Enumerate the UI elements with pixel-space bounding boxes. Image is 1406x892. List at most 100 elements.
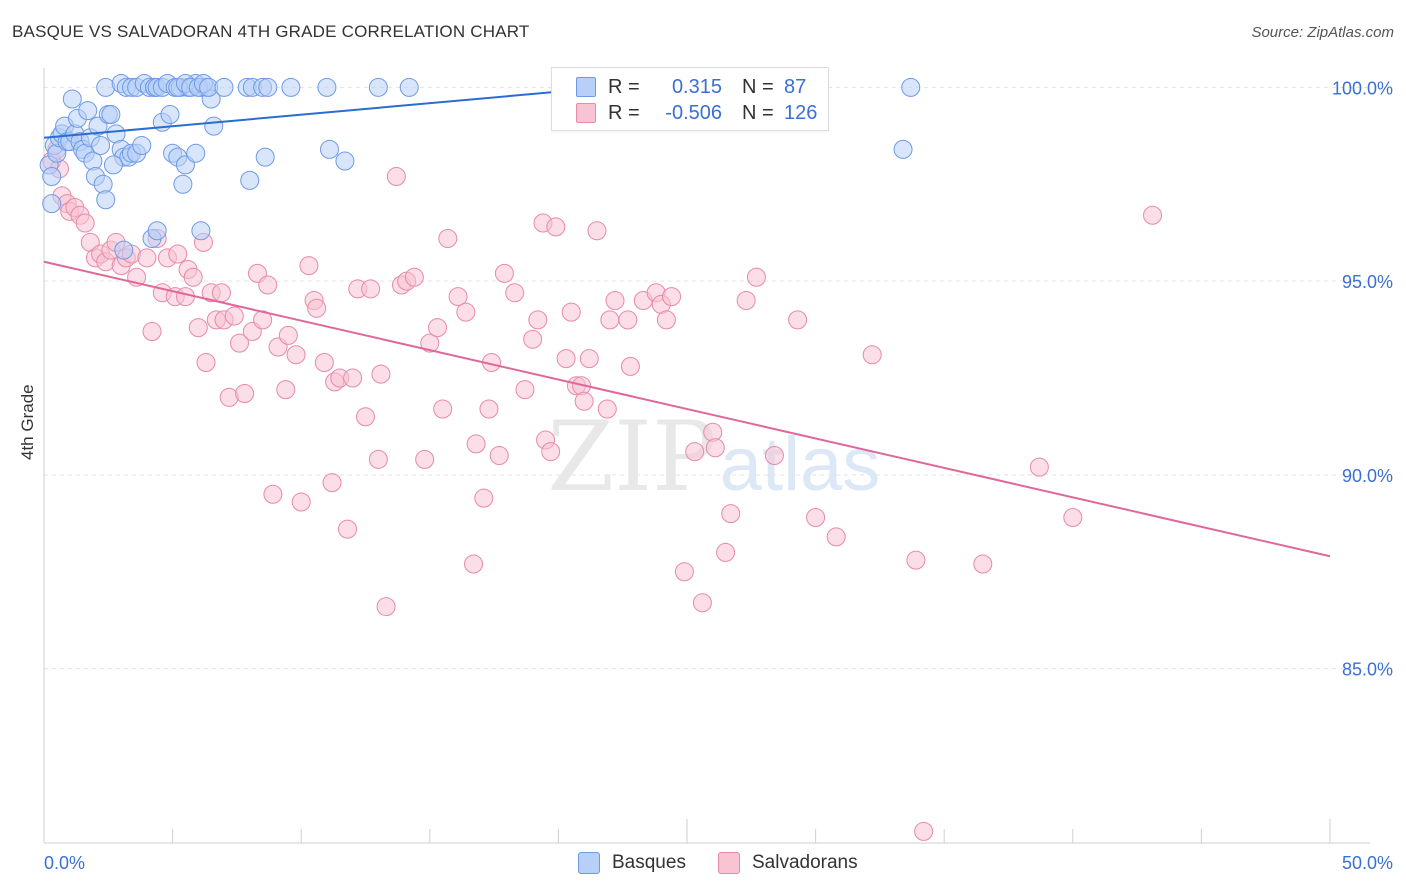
salvadorans-point: [464, 554, 484, 574]
legend-row-salvadorans: R = -0.506 N = 126: [576, 100, 817, 126]
salvadorans-point: [541, 442, 561, 462]
salvadorans-point: [914, 821, 934, 841]
y-tick-label: 100.0%: [1332, 78, 1393, 98]
salvadorans-point: [286, 345, 306, 365]
gridlines: [44, 86, 1370, 670]
r-label: R =: [608, 75, 640, 98]
salvadorans-point: [235, 384, 255, 403]
legend-item-salvadorans: Salvadorans: [718, 852, 858, 874]
basques-point: [368, 77, 388, 97]
salvadorans-point: [546, 217, 566, 237]
n-label: N =: [742, 75, 774, 98]
salvadorans-point: [291, 492, 311, 512]
salvadorans-point: [494, 263, 514, 283]
salvadorans-point: [466, 434, 486, 454]
salvadorans-point: [404, 267, 424, 287]
salvadorans-point: [1063, 508, 1083, 527]
salvadorans-point: [600, 310, 620, 330]
salvadorans-point: [587, 221, 607, 241]
chart-source: Source: ZipAtlas.com: [1251, 24, 1394, 41]
salvadorans-point: [826, 527, 846, 547]
salvadorans-point: [579, 349, 599, 369]
basques-point: [78, 101, 98, 121]
basques-point: [399, 77, 419, 97]
basques-point: [91, 136, 111, 155]
basques-point: [101, 105, 121, 124]
stats-legend: R = 0.315 N = 87 R = -0.506 N = 126: [551, 67, 829, 131]
basques-point: [62, 89, 82, 109]
salvadorans-point: [376, 597, 396, 617]
salvadorans-point: [428, 318, 448, 338]
salvadorans-point: [211, 283, 231, 303]
salvadorans-point: [386, 167, 406, 186]
salvadorans-trend-line: [43, 260, 1331, 558]
salvadorans-point: [764, 446, 784, 465]
salvadorans-point: [314, 353, 334, 372]
salvadorans-point: [523, 329, 543, 349]
salvadorans-point: [307, 298, 327, 318]
salvadorans-legend-label: Salvadorans: [752, 852, 858, 873]
salvadorans-point: [736, 291, 756, 310]
salvadorans-point: [299, 256, 319, 276]
salvadorans-point: [746, 267, 766, 287]
salvadorans-point: [1029, 457, 1049, 477]
n-label: N =: [742, 101, 774, 124]
basques-point: [255, 147, 275, 167]
basques-point: [147, 221, 167, 241]
salvadorans-point: [75, 213, 95, 233]
x-tick-label: 50.0%: [1342, 853, 1393, 873]
basques-point: [893, 139, 913, 159]
salvadorans-point: [788, 310, 808, 330]
salvadorans-point: [438, 229, 458, 248]
salvadorans-point: [258, 275, 278, 295]
salvadorans-point: [556, 349, 576, 369]
r-label: R =: [608, 101, 640, 124]
basques-point: [214, 77, 234, 97]
salvadorans-point: [371, 364, 391, 384]
salvadorans-point: [973, 554, 993, 574]
salvadorans-point: [505, 283, 525, 303]
basques-point: [335, 151, 355, 171]
basques-legend-swatch: [578, 852, 600, 874]
y-tick-label: 85.0%: [1342, 660, 1393, 680]
salvadorans-point: [196, 353, 216, 372]
salvadorans-point: [474, 488, 494, 508]
salvadorans-point: [343, 368, 363, 388]
salvadorans-point: [528, 310, 548, 330]
salvadorans-point: [721, 504, 741, 524]
salvadorans-point: [662, 287, 682, 307]
data-points: [39, 74, 1163, 841]
salvadorans-point: [415, 449, 435, 469]
salvadorans-point: [618, 310, 638, 330]
salvadorans-legend-swatch: [718, 852, 740, 874]
x-tick-label: 0.0%: [44, 853, 85, 873]
salvadorans-point: [263, 484, 283, 504]
salvadorans-point: [656, 310, 676, 330]
basques-point: [191, 221, 211, 241]
salvadorans-point: [356, 407, 375, 427]
basques-point: [93, 174, 113, 194]
basques-point: [204, 116, 224, 136]
basques-point: [319, 139, 339, 159]
salvadorans-point: [574, 391, 594, 411]
tick-labels: 85.0% 90.0% 95.0% 100.0% 0.0% 50.0%: [44, 78, 1393, 873]
salvadorans-point: [620, 356, 640, 376]
y-axis-label: 4th Grade: [18, 384, 37, 460]
n-value: 87: [784, 75, 807, 98]
salvadorans-point: [705, 438, 725, 458]
salvadorans-point: [716, 542, 736, 562]
salvadorans-point: [175, 287, 195, 307]
salvadorans-point: [188, 318, 208, 338]
n-value: 126: [784, 101, 818, 124]
salvadorans-point: [361, 279, 381, 299]
salvadorans-point: [479, 399, 499, 419]
axes: [43, 68, 1370, 844]
salvadorans-point: [692, 593, 712, 613]
salvadorans-point: [337, 519, 357, 539]
salvadorans-point: [168, 244, 188, 264]
salvadorans-point: [605, 291, 625, 310]
basques-point: [114, 240, 134, 260]
salvadorans-point: [420, 333, 440, 353]
salvadorans-point: [1143, 205, 1163, 225]
basques-point: [258, 77, 278, 97]
